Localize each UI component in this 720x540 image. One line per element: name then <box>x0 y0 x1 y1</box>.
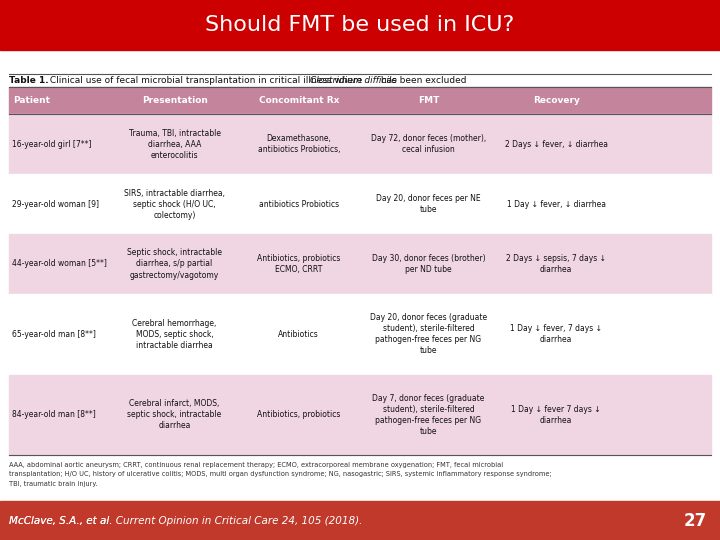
Text: Clostridium difficile: Clostridium difficile <box>310 76 397 85</box>
Text: FMT: FMT <box>418 97 439 105</box>
Text: 16-year-old girl [7**]: 16-year-old girl [7**] <box>12 140 91 149</box>
Text: Day 7, donor feces (graduate
student), sterile-filtered
pathogen-free feces per : Day 7, donor feces (graduate student), s… <box>372 394 485 436</box>
Text: 1 Day ↓ fever 7 days ↓
diarrhea: 1 Day ↓ fever 7 days ↓ diarrhea <box>511 405 601 425</box>
Text: Patient: Patient <box>13 97 50 105</box>
Bar <box>9 87 711 114</box>
Text: 2 Days ↓ sepsis, 7 days ↓
diarrhea: 2 Days ↓ sepsis, 7 days ↓ diarrhea <box>506 254 606 274</box>
Bar <box>9 174 711 234</box>
Text: Concomitant Rx: Concomitant Rx <box>258 97 339 105</box>
Text: 65-year-old man [8**]: 65-year-old man [8**] <box>12 329 96 339</box>
Text: 1 Day ↓ fever, 7 days ↓
diarrhea: 1 Day ↓ fever, 7 days ↓ diarrhea <box>510 324 602 344</box>
Text: Day 20, donor feces per NE
tube: Day 20, donor feces per NE tube <box>376 194 481 214</box>
Text: Recovery: Recovery <box>533 97 580 105</box>
Bar <box>9 375 711 455</box>
Text: Septic shock, intractable
diarrhea, s/p partial
gastrectomy/vagotomy: Septic shock, intractable diarrhea, s/p … <box>127 248 222 280</box>
Bar <box>9 294 711 375</box>
Text: 2 Days ↓ fever, ↓ diarrhea: 2 Days ↓ fever, ↓ diarrhea <box>505 140 608 149</box>
Text: Day 72, donor feces (mother),
cecal infusion: Day 72, donor feces (mother), cecal infu… <box>371 134 486 154</box>
Bar <box>0 501 720 540</box>
Text: Trauma, TBI, intractable
diarrhea, AAA
enterocolitis: Trauma, TBI, intractable diarrhea, AAA e… <box>129 129 220 160</box>
Text: 44-year-old woman [5**]: 44-year-old woman [5**] <box>12 259 107 268</box>
Text: Antibiotics, probiotics: Antibiotics, probiotics <box>257 410 341 420</box>
Text: Day 20, donor feces (graduate
student), sterile-filtered
pathogen-free feces per: Day 20, donor feces (graduate student), … <box>370 313 487 355</box>
Text: Cerebral infarct, MODS,
septic shock, intractable
diarrhea: Cerebral infarct, MODS, septic shock, in… <box>127 399 222 430</box>
Text: transplantation; H/O UC, history of ulcerative colitis; MODS, multi organ dysfun: transplantation; H/O UC, history of ulce… <box>9 471 552 477</box>
Text: Clinical use of fecal microbial transplantation in critical illness where: Clinical use of fecal microbial transpla… <box>47 76 365 85</box>
Text: SIRS, intractable diarrhea,
septic shock (H/O UC,
colectomy): SIRS, intractable diarrhea, septic shock… <box>124 188 225 220</box>
Bar <box>9 234 711 294</box>
Text: Dexamethasone,
antibiotics Probiotics,: Dexamethasone, antibiotics Probiotics, <box>258 134 340 154</box>
Text: 29-year-old woman [9]: 29-year-old woman [9] <box>12 200 99 208</box>
Text: McClave, S.A., et al. Current Opinion in Critical Care 24, 105 (2018).: McClave, S.A., et al. Current Opinion in… <box>9 516 362 525</box>
Text: 84-year-old man [8**]: 84-year-old man [8**] <box>12 410 96 420</box>
Text: AAA, abdominal aortic aneurysm; CRRT, continuous renal replacement therapy; ECMO: AAA, abdominal aortic aneurysm; CRRT, co… <box>9 462 503 468</box>
Text: McClave, S.A., et al.: McClave, S.A., et al. <box>9 516 115 525</box>
Text: Presentation: Presentation <box>142 97 207 105</box>
Text: Antibiotics, probiotics
ECMO, CRRT: Antibiotics, probiotics ECMO, CRRT <box>257 254 341 274</box>
Text: has been excluded: has been excluded <box>378 76 467 85</box>
Text: 27: 27 <box>683 511 706 530</box>
Text: 1 Day ↓ fever, ↓ diarrhea: 1 Day ↓ fever, ↓ diarrhea <box>507 200 606 208</box>
Bar <box>0 0 720 50</box>
Text: Should FMT be used in ICU?: Should FMT be used in ICU? <box>205 15 515 35</box>
Text: antibiotics Probiotics: antibiotics Probiotics <box>258 200 339 208</box>
Text: Table 1.: Table 1. <box>9 76 49 85</box>
Text: Day 30, donor feces (brother)
per ND tube: Day 30, donor feces (brother) per ND tub… <box>372 254 485 274</box>
Text: TBI, traumatic brain injury.: TBI, traumatic brain injury. <box>9 481 98 487</box>
Bar <box>9 114 711 174</box>
Text: Cerebral hemorrhage,
MODS, septic shock,
intractable diarrhea: Cerebral hemorrhage, MODS, septic shock,… <box>132 319 217 350</box>
Text: Antibiotics: Antibiotics <box>279 329 319 339</box>
